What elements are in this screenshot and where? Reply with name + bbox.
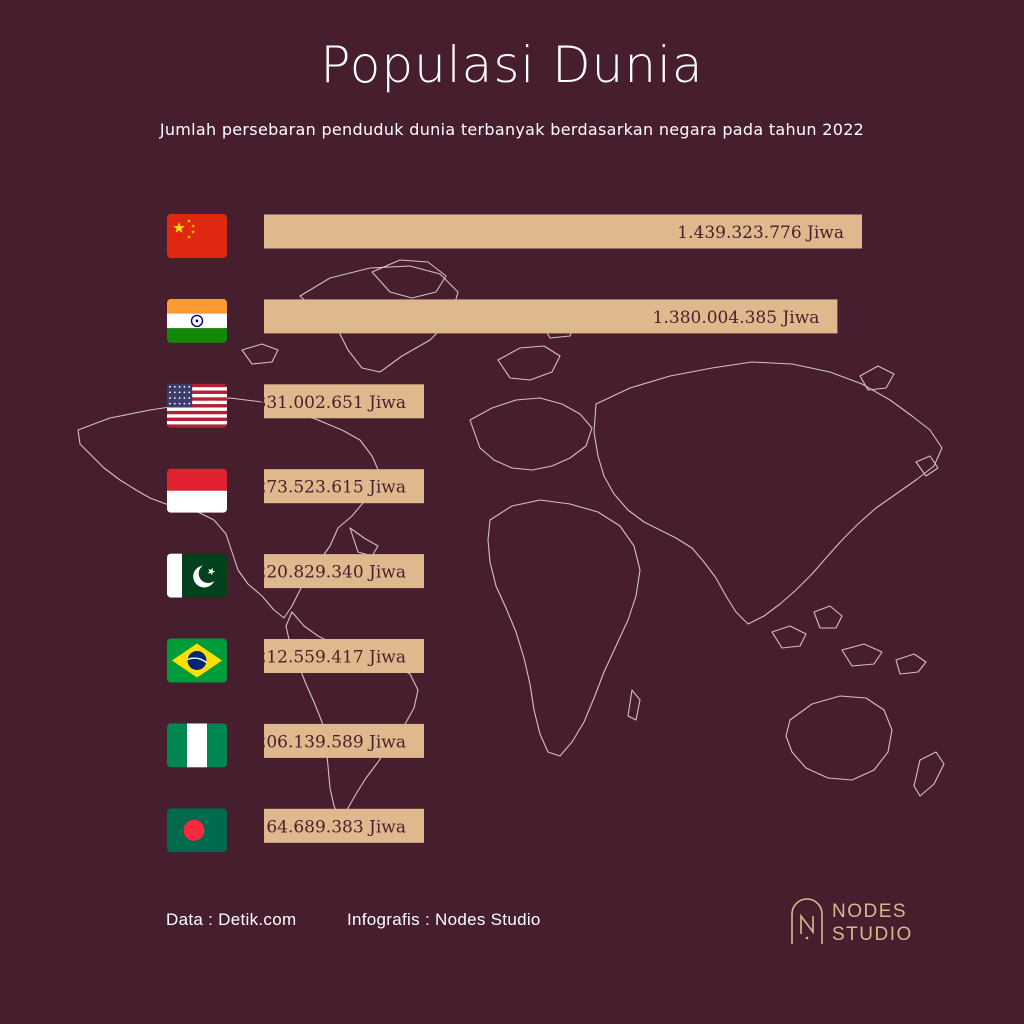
bar-nigeria [264,723,424,758]
bar-value-label: 1.439.323.776 Jiwa [677,223,844,243]
bar-value-label: 164.689.383 Jiwa [256,817,407,837]
bar-indonesia [264,469,424,504]
source-credit: Data : Detik.com [166,910,297,929]
logo-text-line1: NODES [832,901,908,922]
logo-text: NODES STUDIO [832,900,913,946]
bar-value-label: 220.829.340 Jiwa [256,563,407,583]
bar-value-label: 1.380.004.385 Jiwa [653,308,820,328]
bar-value-label: 273.523.615 Jiwa [256,478,407,498]
page-subtitle: Jumlah persebaran penduduk dunia terbany… [159,120,865,139]
bangladesh-flag-icon [167,808,227,853]
logo-text-line2: STUDIO [832,924,913,945]
bar-india [264,299,838,334]
brazil-flag-icon [167,638,227,683]
bar-bangladesh [264,808,424,843]
page-title: Populasi Dunia [320,36,704,94]
bar-amerika-serikat [264,384,424,419]
bar-value-label: 331.002.651 Jiwa [256,393,407,413]
pakistan-flag-icon [167,553,227,598]
bar-brasil [264,639,424,673]
brand-logo: NODES STUDIO [790,896,930,950]
bar-pakistan [264,554,424,589]
india-flag-icon [167,298,227,343]
bar-value-label: 212.559.417 Jiwa [256,648,407,668]
infographic-credit: Infografis : Nodes Studio [347,910,541,929]
bar-value-label: 206.139.589 Jiwa [256,732,407,752]
indonesia-flag-icon [167,468,227,513]
usa-flag-icon [167,383,227,428]
logo-arch-icon [791,898,823,944]
nigeria-flag-icon [167,723,227,768]
china-flag-icon [167,214,227,258]
bar-china [264,214,862,249]
